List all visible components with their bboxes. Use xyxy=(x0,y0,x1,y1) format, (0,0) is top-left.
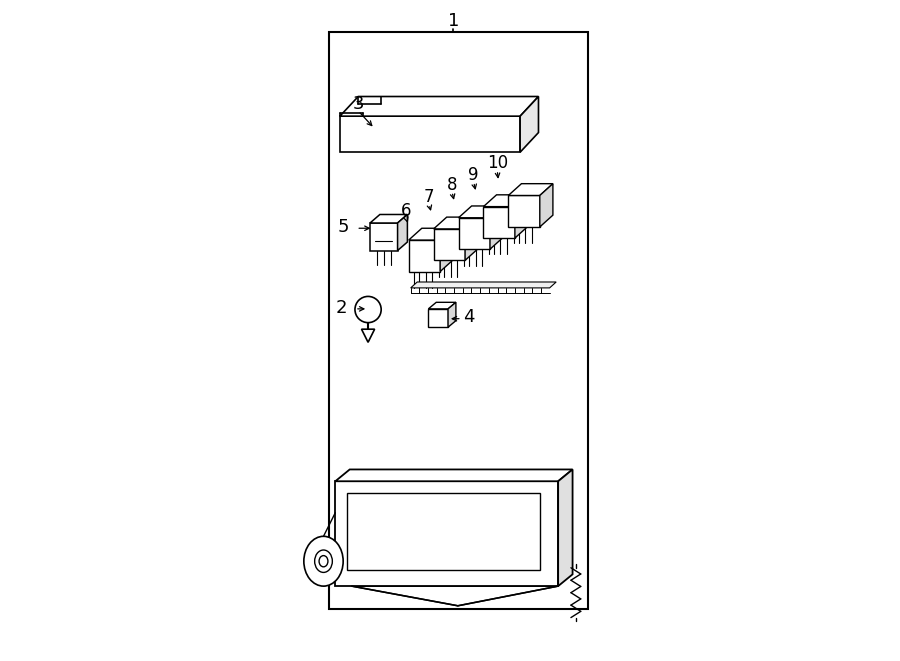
Polygon shape xyxy=(440,228,454,272)
Bar xyxy=(347,493,541,570)
Polygon shape xyxy=(490,206,503,249)
Polygon shape xyxy=(448,302,456,327)
Polygon shape xyxy=(434,229,465,260)
Ellipse shape xyxy=(320,556,328,567)
Polygon shape xyxy=(398,214,408,251)
Polygon shape xyxy=(515,195,528,238)
Polygon shape xyxy=(409,240,440,272)
Polygon shape xyxy=(428,302,456,309)
Polygon shape xyxy=(483,195,528,207)
Polygon shape xyxy=(540,184,553,227)
Polygon shape xyxy=(428,309,448,327)
Text: 6: 6 xyxy=(400,202,411,220)
Circle shape xyxy=(355,296,382,323)
Polygon shape xyxy=(508,196,540,227)
Text: 3: 3 xyxy=(353,95,364,114)
Bar xyxy=(328,32,588,609)
Polygon shape xyxy=(483,207,515,238)
Polygon shape xyxy=(370,214,408,223)
Polygon shape xyxy=(352,586,558,605)
Polygon shape xyxy=(340,116,520,152)
Text: 9: 9 xyxy=(468,166,479,184)
Ellipse shape xyxy=(315,550,332,572)
Polygon shape xyxy=(340,97,538,116)
Polygon shape xyxy=(410,282,556,288)
Text: 10: 10 xyxy=(487,155,508,173)
Polygon shape xyxy=(520,97,538,152)
Text: 2: 2 xyxy=(336,299,347,317)
Polygon shape xyxy=(362,329,374,342)
Polygon shape xyxy=(458,217,490,249)
Polygon shape xyxy=(508,184,553,196)
Text: 7: 7 xyxy=(424,188,435,206)
Polygon shape xyxy=(409,228,454,240)
Text: 1: 1 xyxy=(447,12,459,30)
Text: 4: 4 xyxy=(463,309,474,327)
Polygon shape xyxy=(336,469,572,481)
Polygon shape xyxy=(434,217,478,229)
Polygon shape xyxy=(458,206,503,217)
Polygon shape xyxy=(465,217,478,260)
Text: 8: 8 xyxy=(446,176,457,194)
Polygon shape xyxy=(558,469,572,586)
Ellipse shape xyxy=(304,536,343,586)
Bar xyxy=(432,313,445,323)
Polygon shape xyxy=(370,223,398,251)
Polygon shape xyxy=(336,481,558,586)
Text: 5: 5 xyxy=(338,218,349,236)
